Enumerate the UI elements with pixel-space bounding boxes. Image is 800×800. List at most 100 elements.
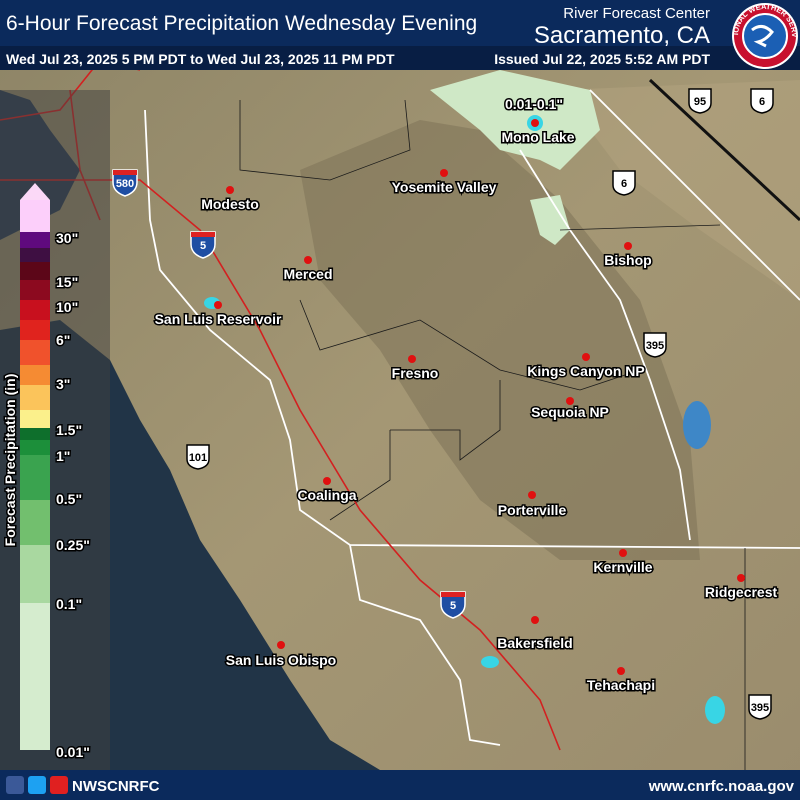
city-label: Kings Canyon NP bbox=[527, 363, 644, 379]
legend-band bbox=[20, 428, 50, 440]
legend-label: 0.1" bbox=[56, 596, 82, 612]
legend-band bbox=[20, 200, 50, 232]
legend-band bbox=[20, 440, 50, 455]
city-label: Modesto bbox=[201, 196, 259, 212]
city-label: Tehachapi bbox=[587, 677, 655, 693]
shields: 580 5 5 95 6 6 395 395 101 bbox=[112, 88, 774, 720]
legend-label: 6" bbox=[56, 332, 70, 348]
city-dot bbox=[528, 491, 536, 499]
shield-label: 5 bbox=[200, 240, 206, 252]
city-label: Mono Lake bbox=[501, 129, 574, 145]
city-dot bbox=[617, 667, 625, 675]
interstate-shield-top bbox=[441, 592, 465, 597]
precip-area bbox=[430, 70, 600, 170]
city-dot bbox=[531, 616, 539, 624]
lake bbox=[481, 656, 499, 668]
cities: Modesto Merced San Luis Reservoir Yosemite … bbox=[153, 119, 779, 695]
legend-label: 0.01" bbox=[56, 744, 90, 760]
legend-band bbox=[20, 455, 50, 500]
nv-line bbox=[648, 78, 800, 222]
route-shield bbox=[186, 444, 210, 470]
interstate-shield-top bbox=[113, 170, 137, 175]
shield-label: 395 bbox=[646, 340, 664, 352]
period: Wed Jul 23, 2025 5 PM PDT to Wed Jul 23,… bbox=[6, 51, 395, 67]
precip-area bbox=[530, 195, 570, 245]
legend-label: 1.5" bbox=[56, 422, 82, 438]
shield-label: 6 bbox=[621, 178, 627, 190]
city-label: Bakersfield bbox=[497, 635, 572, 651]
city-dot bbox=[440, 169, 448, 177]
shield-label: 6 bbox=[759, 96, 765, 108]
nevada bbox=[560, 80, 800, 300]
legend-band bbox=[20, 300, 50, 320]
legend-band bbox=[20, 340, 50, 365]
route-shield bbox=[748, 694, 772, 720]
city-label: Kernville bbox=[593, 559, 652, 575]
city-label: San Luis Obispo bbox=[226, 652, 336, 668]
city-label: Coalinga bbox=[297, 487, 356, 503]
office: Sacramento, CA bbox=[534, 22, 710, 49]
city-label: Fresno bbox=[392, 365, 439, 381]
city-dot bbox=[408, 355, 416, 363]
shield-label: 5 bbox=[450, 600, 456, 612]
interstate-shield bbox=[190, 231, 216, 259]
city-label: Ridgecrest bbox=[705, 584, 778, 600]
legend-label: 15" bbox=[56, 274, 78, 290]
city-dot bbox=[619, 549, 627, 557]
route-shield bbox=[750, 88, 774, 114]
city-dot bbox=[304, 256, 312, 264]
legend-band bbox=[20, 248, 50, 262]
legend-label: 10" bbox=[56, 299, 78, 315]
legend-band bbox=[20, 365, 50, 385]
issued: Issued Jul 22, 2025 5:52 AM PDT bbox=[494, 51, 710, 67]
legend-arrow bbox=[20, 183, 50, 200]
shield-label: 95 bbox=[694, 96, 706, 108]
social-handle[interactable]: NWSCNRFC bbox=[72, 778, 160, 795]
legend-band bbox=[20, 500, 50, 545]
city-dot bbox=[214, 301, 222, 309]
legend-label: 3" bbox=[56, 376, 70, 392]
sierra bbox=[300, 120, 700, 560]
shield-label: 395 bbox=[751, 702, 769, 714]
url[interactable]: www.cnrfc.noaa.gov bbox=[648, 778, 795, 795]
city-dot bbox=[531, 119, 539, 127]
legend-label: 30" bbox=[56, 230, 78, 246]
legend-band bbox=[20, 545, 50, 603]
city-label: Bishop bbox=[604, 252, 651, 268]
city-dot bbox=[226, 186, 234, 194]
city-label: Porterville bbox=[498, 502, 567, 518]
city-dot bbox=[624, 242, 632, 250]
lake bbox=[705, 696, 725, 724]
route-shield bbox=[612, 170, 636, 196]
shield-label: 101 bbox=[189, 452, 207, 464]
twitter-icon[interactable] bbox=[28, 776, 46, 794]
legend: 30" 15" 10" 6" 3" 1.5" 1" 0.5" 0.25" 0.1" 0.01" bbox=[20, 183, 91, 762]
city-label: Yosemite Valley bbox=[392, 179, 497, 195]
lake bbox=[683, 401, 711, 449]
office-line: River Forecast Center bbox=[563, 5, 710, 22]
legend-band bbox=[20, 385, 50, 410]
annotation: 0.01-0.1" bbox=[505, 96, 563, 112]
legend-label: 0.25" bbox=[56, 537, 90, 553]
legend-title: Forecast Precipitation (in) bbox=[2, 374, 18, 547]
city-label: Merced bbox=[283, 266, 332, 282]
interstate-shield bbox=[112, 169, 138, 197]
logo-center bbox=[742, 13, 788, 59]
logo-symbol bbox=[751, 25, 774, 48]
city-dot bbox=[323, 477, 331, 485]
city-dot bbox=[582, 353, 590, 361]
interstate-shield bbox=[440, 591, 466, 619]
legend-label: 1" bbox=[56, 448, 70, 464]
legend-band bbox=[20, 232, 50, 248]
route-shield bbox=[643, 332, 667, 358]
city-label: Sequoia NP bbox=[531, 404, 609, 420]
footer-bar bbox=[0, 770, 800, 800]
facebook-icon[interactable] bbox=[6, 776, 24, 794]
route-shield bbox=[688, 88, 712, 114]
state-lines bbox=[144, 89, 800, 746]
youtube-icon[interactable] bbox=[50, 776, 68, 794]
city-dot bbox=[277, 641, 285, 649]
legend-bg bbox=[0, 90, 110, 770]
legend-band bbox=[20, 603, 50, 750]
